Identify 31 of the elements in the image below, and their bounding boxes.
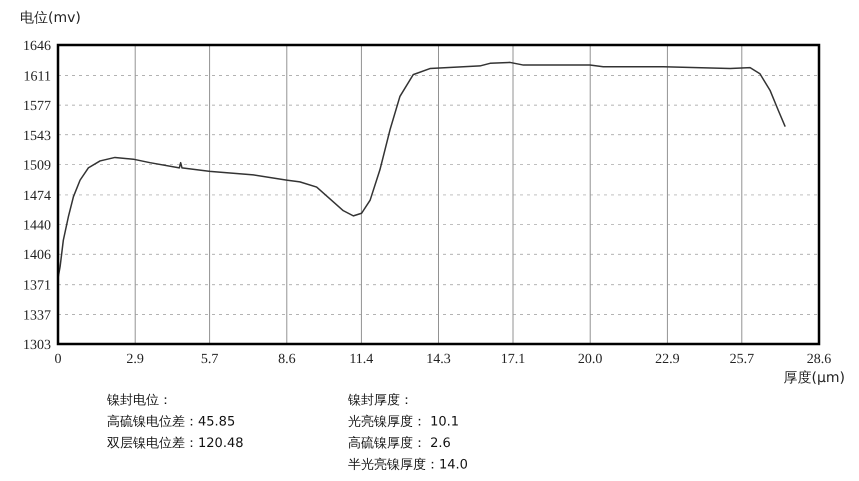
text: 半光亮镍厚度：14.0	[348, 456, 468, 472]
y-tick-label: 1440	[23, 218, 51, 234]
y-tick-label: 1303	[23, 338, 51, 353]
text: 镍封电位：	[106, 393, 172, 408]
x-tick-label: 14.3	[426, 352, 451, 367]
y-tick-label: 1577	[23, 99, 51, 114]
x-tick-label: 2.9	[126, 352, 144, 367]
x-tick-label: 8.6	[278, 352, 296, 367]
y-tick-label: 1509	[23, 158, 51, 174]
text: 高硫镍电位差：45.85	[107, 414, 236, 430]
text: 双层镍电位差：120.48	[107, 436, 244, 451]
y-tick-label: 1543	[23, 128, 51, 144]
y-tick-label: 1337	[23, 308, 51, 324]
text: 高硫镍厚度： 2.6	[348, 435, 451, 451]
x-tick-label: 11.4	[349, 352, 374, 367]
y-tick-label: 1646	[23, 39, 51, 54]
x-tick-label: 17.1	[500, 352, 526, 367]
x-tick-label: 22.9	[655, 352, 680, 367]
text: 镍封厚度：	[347, 392, 413, 408]
x-tick-label: 5.7	[200, 352, 218, 367]
x-axis-title: 厚度(μm)	[784, 370, 845, 386]
y-tick-label: 1406	[23, 248, 51, 264]
x-tick-label: 0	[54, 352, 62, 367]
text: 光亮镍厚度： 10.1	[348, 414, 460, 430]
y-tick-label: 1474	[23, 188, 51, 204]
y-tick-label: 1611	[24, 70, 51, 85]
x-tick-label: 25.7	[730, 352, 754, 367]
y-tick-label: 1371	[23, 278, 51, 294]
x-tick-label: 28.6	[806, 352, 832, 367]
x-tick-label: 20.0	[578, 352, 602, 367]
y-axis-title: 电位(mv)	[20, 10, 81, 26]
